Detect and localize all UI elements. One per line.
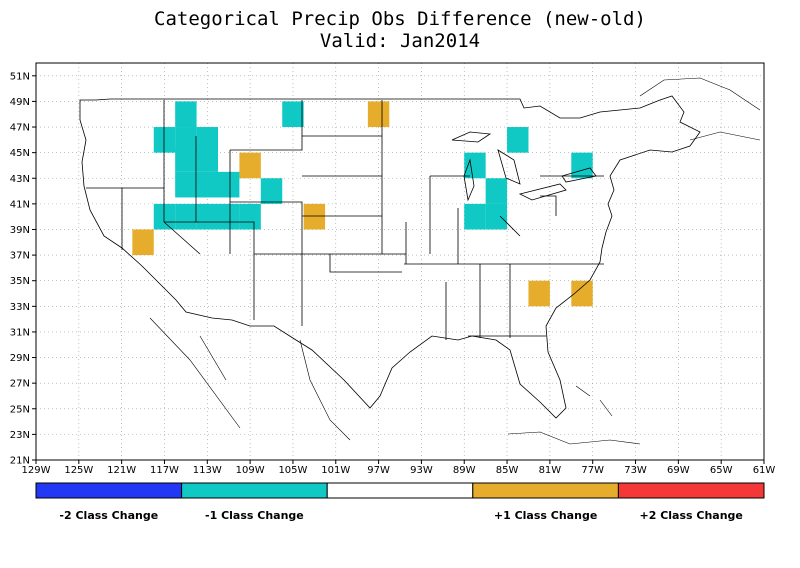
legend: -2 Class Change -1 Class Change +1 Class C… — [35, 482, 765, 522]
lon-tick-label: 61W — [753, 465, 776, 476]
state-lines — [86, 100, 604, 340]
lat-tick-label: 21N — [10, 456, 30, 467]
lat-tick-label: 35N — [10, 276, 30, 287]
lat-tick-label: 27N — [10, 379, 30, 390]
map-title: Categorical Precip Obs Difference (new-o… — [154, 8, 646, 30]
lon-tick-label: 113W — [193, 465, 222, 476]
difference-cell-minus1 — [485, 178, 508, 204]
difference-cell-minus1 — [175, 101, 197, 128]
lon-tick-label: 109W — [236, 465, 265, 476]
us-outline — [79, 95, 701, 419]
lon-tick-label: 97W — [367, 465, 390, 476]
lon-tick-label: 85W — [496, 465, 519, 476]
difference-cell-minus1 — [282, 101, 304, 128]
lat-tick-label: 39N — [10, 225, 30, 236]
lon-tick-label: 129W — [22, 465, 51, 476]
lat-tick-label: 45N — [10, 148, 30, 159]
map-frame — [35, 62, 765, 461]
difference-cell-minus1 — [175, 203, 197, 230]
lon-tick-label: 125W — [64, 465, 93, 476]
difference-cell-plus1 — [571, 280, 593, 307]
difference-cell-plus1 — [528, 280, 550, 307]
legend-swatch-minus2 — [35, 482, 183, 499]
difference-cell-plus1 — [367, 101, 390, 128]
legend-swatch-minus1 — [181, 482, 328, 499]
difference-cell-minus1 — [485, 203, 508, 230]
difference-cell-plus1 — [239, 152, 261, 179]
difference-cell-minus1 — [260, 178, 283, 204]
legend-label-minus2: -2 Class Change — [59, 509, 158, 522]
lon-tick-label: 89W — [453, 465, 476, 476]
difference-cell-plus1 — [303, 203, 326, 230]
lon-tick-label: 81W — [539, 465, 562, 476]
difference-cell-minus1 — [507, 127, 529, 153]
lat-tick-label: 33N — [10, 302, 30, 313]
axis-ticks: 129W 125W 121W 117W 113W 109W 105W 101W 97W 93W 89… — [10, 71, 776, 476]
lon-tick-label: 77W — [581, 465, 604, 476]
coastline-other — [149, 77, 761, 445]
state-outlines — [79, 77, 761, 445]
lat-tick-label: 25N — [10, 404, 30, 415]
lon-tick-label: 65W — [710, 465, 733, 476]
difference-cell-minus1 — [196, 203, 218, 230]
difference-cell-minus1 — [175, 146, 197, 172]
lon-tick-label: 73W — [624, 465, 647, 476]
legend-label-minus1: -1 Class Change — [205, 509, 304, 522]
lat-tick-label: 23N — [10, 430, 30, 441]
lon-tick-label: 105W — [278, 465, 307, 476]
difference-cell-minus1 — [196, 171, 218, 198]
difference-cell-minus1 — [153, 203, 176, 230]
legend-label-plus1: +1 Class Change — [494, 509, 597, 522]
lat-tick-label: 47N — [10, 123, 30, 134]
difference-cell-minus1 — [218, 171, 240, 198]
legend-swatch-plus1 — [472, 482, 619, 499]
lon-tick-label: 93W — [410, 465, 433, 476]
lon-tick-label: 69W — [667, 465, 690, 476]
difference-cell-minus1 — [464, 203, 486, 230]
lat-tick-label: 43N — [10, 174, 30, 185]
difference-cell-minus1 — [464, 152, 486, 179]
lat-tick-label: 29N — [10, 353, 30, 364]
graticule — [35, 63, 765, 461]
difference-cell-minus1 — [218, 203, 240, 230]
lat-tick-label: 31N — [10, 327, 30, 338]
legend-label-plus2: +2 Class Change — [640, 509, 743, 522]
legend-swatch-plus2 — [617, 482, 765, 499]
lon-tick-label: 101W — [321, 465, 350, 476]
difference-cell-minus1 — [153, 127, 176, 153]
lat-tick-label: 49N — [10, 97, 30, 108]
difference-cell-minus1 — [571, 152, 593, 179]
lon-tick-label: 117W — [150, 465, 179, 476]
legend-swatch-zero — [326, 482, 474, 499]
lat-tick-label: 37N — [10, 251, 30, 262]
difference-cell-plus1 — [132, 229, 154, 256]
difference-cell-minus1 — [196, 146, 218, 172]
lat-tick-label: 51N — [10, 71, 30, 82]
difference-cell-minus1 — [175, 171, 197, 198]
map-subtitle: Valid: Jan2014 — [319, 30, 481, 52]
difference-cell-minus1 — [239, 203, 261, 230]
lon-tick-label: 121W — [107, 465, 136, 476]
difference-cells — [132, 101, 593, 307]
lat-tick-label: 41N — [10, 199, 30, 210]
great-lakes — [451, 131, 597, 202]
